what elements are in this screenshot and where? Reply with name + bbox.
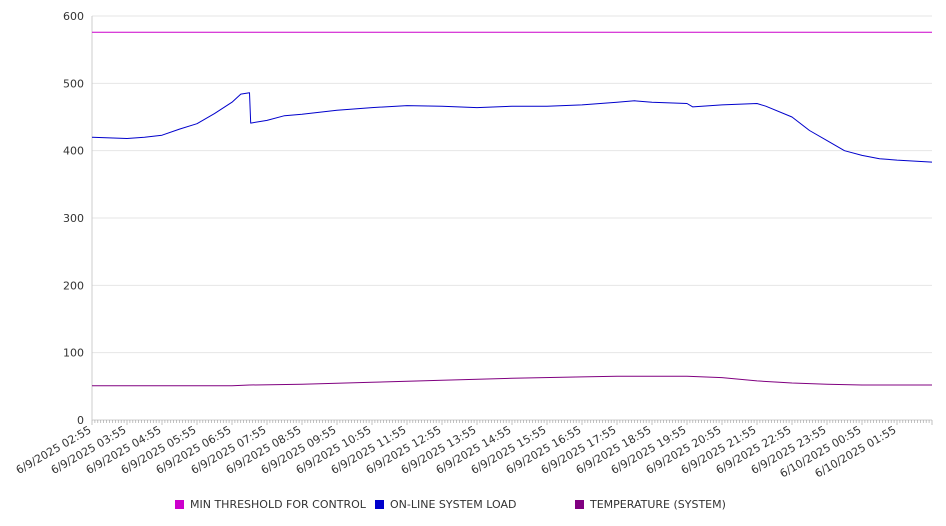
axes [91,16,933,425]
legend-swatch-online-system-load [375,500,384,509]
legend-label-online-system-load: ON-LINE SYSTEM LOAD [390,498,517,511]
legend-label-min-threshold: MIN THRESHOLD FOR CONTROL [190,498,366,511]
series-line-online-system-load [91,92,933,163]
y-tick-label: 500 [63,77,84,90]
y-tick-label: 400 [63,145,84,158]
y-tick-label: 100 [63,347,84,360]
y-tick-label: 300 [63,212,84,225]
legend-swatch-min-threshold [175,500,184,509]
legend-item-temperature: TEMPERATURE (SYSTEM) [575,498,726,511]
legend-label-temperature: TEMPERATURE (SYSTEM) [590,498,726,511]
legend-item-online-system-load: ON-LINE SYSTEM LOAD [375,498,516,511]
x-tick-labels: 6/9/2025 02:556/9/2025 03:556/9/2025 04:… [14,423,899,480]
y-tick-labels: 0 100 200 300 400 500 600 [63,10,84,427]
legend-item-min-threshold: MIN THRESHOLD FOR CONTROL [175,498,366,511]
series-lines [91,31,933,387]
series-line-temperature [92,375,932,387]
legend-swatch-temperature [575,500,584,509]
y-tick-label: 600 [63,10,84,23]
y-tick-label: 0 [77,414,84,427]
legend: MIN THRESHOLD FOR CONTROL ON-LINE SYSTEM… [175,498,875,514]
grid-lines [92,15,932,354]
y-tick-label: 200 [63,279,84,292]
